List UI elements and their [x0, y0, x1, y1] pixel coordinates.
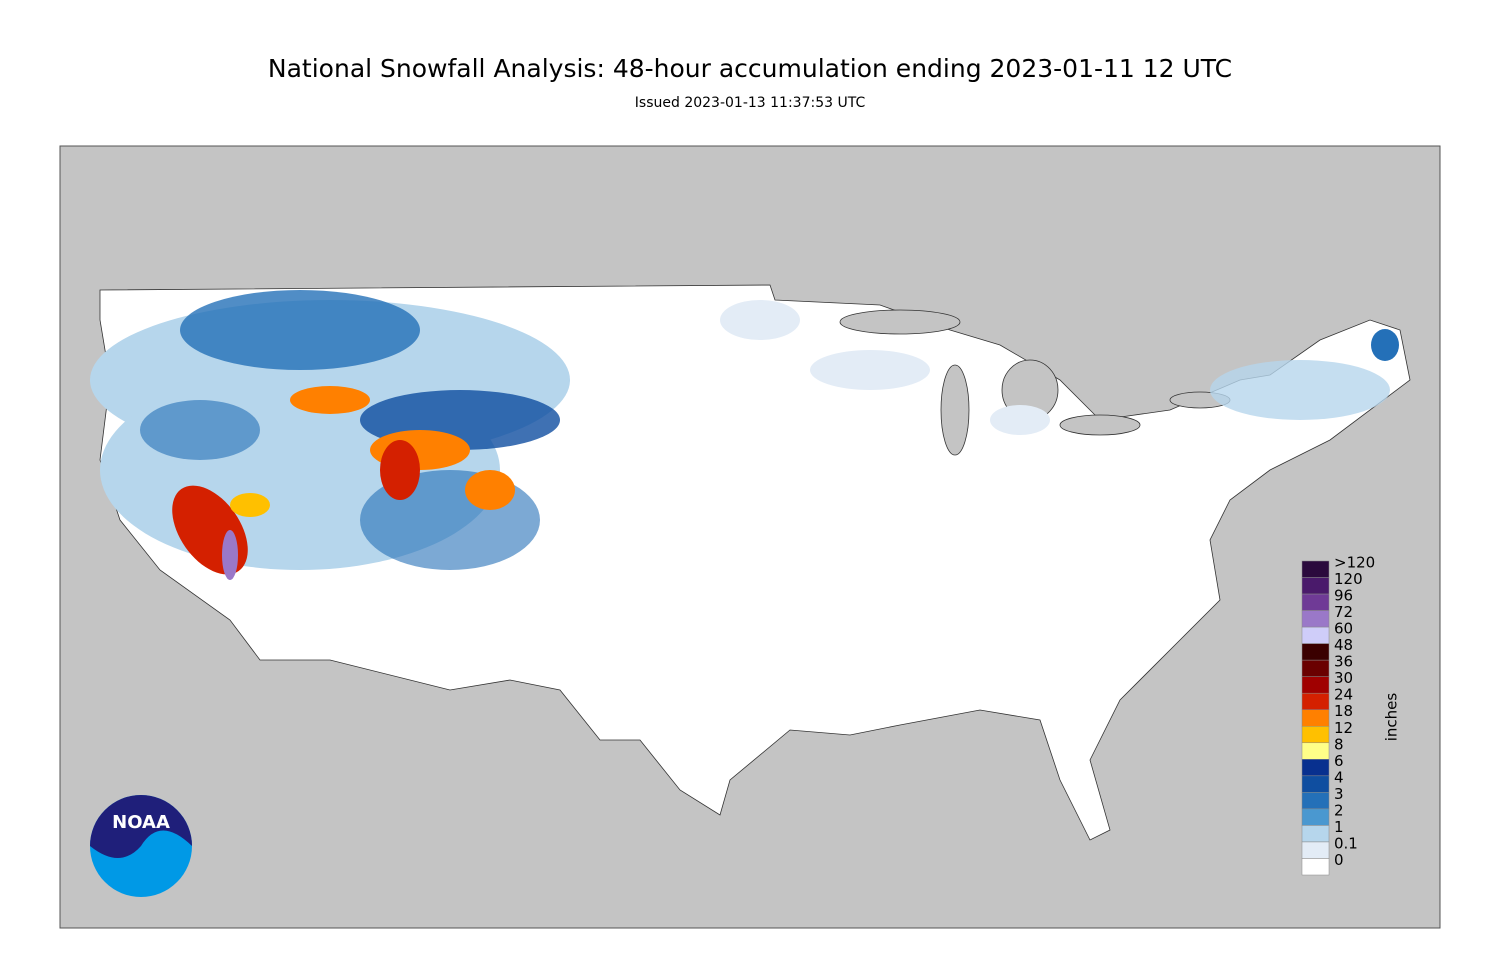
- legend-label: 2: [1334, 801, 1344, 819]
- legend-label: 60: [1334, 620, 1353, 638]
- legend-swatch: [1301, 858, 1330, 876]
- subtitle: Issued 2023-01-13 11:37:53 UTC: [635, 95, 866, 111]
- legend-label: 36: [1334, 653, 1353, 671]
- logo-text: NOAA: [112, 812, 170, 833]
- legend-swatch: [1301, 808, 1330, 826]
- noaa-logo: NOAA: [90, 795, 192, 897]
- legend-title: inches: [1383, 693, 1401, 742]
- legend-label: 1: [1334, 818, 1344, 836]
- map: NOAA: [59, 145, 1441, 929]
- legend-label: 6: [1334, 752, 1344, 770]
- snowfall-areas: [90, 290, 1399, 580]
- legend-swatch: [1301, 577, 1330, 595]
- legend-label: 120: [1334, 570, 1363, 588]
- legend-swatch: [1301, 759, 1330, 777]
- legend-label: 24: [1334, 686, 1353, 704]
- legend-swatch: [1301, 643, 1330, 661]
- legend-label: 8: [1334, 735, 1344, 753]
- legend-label: 96: [1334, 587, 1353, 605]
- legend-swatch: [1301, 825, 1330, 843]
- legend-label: 18: [1334, 702, 1353, 720]
- legend-label: 0: [1334, 851, 1344, 869]
- legend-swatch: [1301, 593, 1330, 611]
- legend-swatch: [1301, 676, 1330, 694]
- legend-label: 0.1: [1334, 834, 1358, 852]
- legend-label: 3: [1334, 785, 1344, 803]
- legend-swatch: [1301, 841, 1330, 859]
- legend-swatch: [1301, 610, 1330, 628]
- legend-swatch: [1301, 709, 1330, 727]
- great-lakes: [839, 309, 1231, 456]
- legend-swatch: [1301, 726, 1330, 744]
- legend-swatch: [1301, 792, 1330, 810]
- title: National Snowfall Analysis: 48-hour accu…: [268, 54, 1232, 83]
- legend-swatch: [1301, 692, 1330, 710]
- legend: inches >1201209672604836302418128643210.…: [1301, 554, 1401, 876]
- legend-swatch: [1301, 626, 1330, 644]
- legend-label: >120: [1334, 554, 1375, 572]
- legend-label: 4: [1334, 768, 1344, 786]
- legend-swatch: [1301, 742, 1330, 760]
- legend-swatch: [1301, 659, 1330, 677]
- legend-swatch: [1301, 775, 1330, 793]
- legend-label: 72: [1334, 603, 1353, 621]
- legend-label: 12: [1334, 719, 1353, 737]
- legend-swatch: [1301, 560, 1330, 578]
- legend-label: 48: [1334, 636, 1353, 654]
- legend-label: 30: [1334, 669, 1353, 687]
